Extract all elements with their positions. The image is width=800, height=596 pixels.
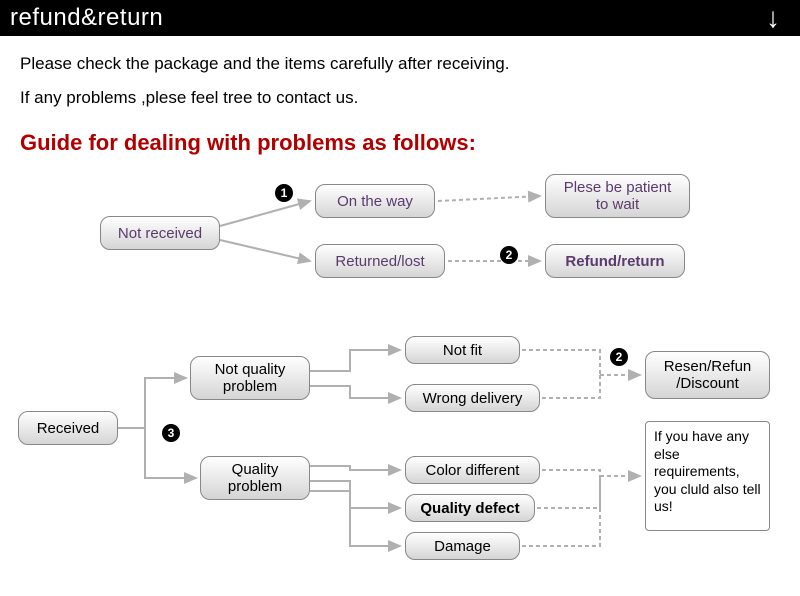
node-returned-lost: Returned/lost [315, 244, 445, 278]
node-not-received: Not received [100, 216, 220, 250]
node-not-fit: Not fit [405, 336, 520, 364]
node-refund-return: Refund/return [545, 244, 685, 278]
node-on-the-way: On the way [315, 184, 435, 218]
node-received: Received [18, 411, 118, 445]
node-quality-defect: Quality defect [405, 494, 535, 522]
node-not-quality: Not quality problem [190, 356, 310, 400]
step-badge-1: 1 [275, 184, 293, 202]
down-arrow-icon: ↓ [766, 2, 780, 34]
header-title: refund&return [10, 4, 163, 32]
node-patient: Plese be patient to wait [545, 174, 690, 218]
node-color-diff: Color different [405, 456, 540, 484]
header-bar: refund&return ↓ [0, 0, 800, 36]
intro-text: Please check the package and the items c… [0, 36, 800, 130]
guide-title: Guide for dealing with problems as follo… [0, 130, 800, 166]
flowchart-canvas: Not received On the way Returned/lost Plese… [0, 166, 800, 596]
node-resend: Resen/Refun /Discount [645, 351, 770, 399]
note-requirements: If you have any else requirements, you c… [645, 421, 770, 531]
node-damage: Damage [405, 532, 520, 560]
step-badge-2: 2 [500, 246, 518, 264]
node-quality: Quality problem [200, 456, 310, 500]
step-badge-2: 2 [610, 348, 628, 366]
step-badge-3: 3 [162, 424, 180, 442]
node-wrong-delivery: Wrong delivery [405, 384, 540, 412]
intro-line-2: If any problems ,plese feel tree to cont… [20, 88, 780, 108]
intro-line-1: Please check the package and the items c… [20, 54, 780, 74]
